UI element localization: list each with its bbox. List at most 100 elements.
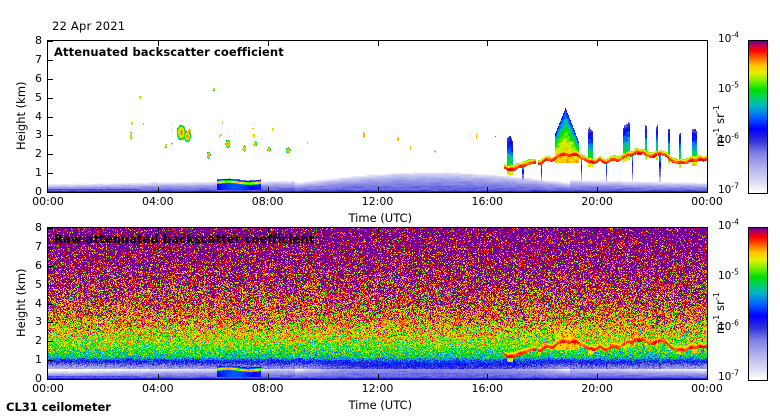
y-tick-mark [48, 303, 53, 305]
x-tick-label: 08:00 [251, 382, 284, 395]
panel2-axes-frame [47, 227, 708, 380]
date-label: 22 Apr 2021 [52, 19, 126, 33]
x-tick-label: 12:00 [361, 195, 394, 208]
colorbar-tick-label: 10-7 [718, 181, 739, 196]
x-tick-label: 20:00 [581, 382, 613, 395]
y-tick-mark [48, 360, 53, 362]
y-tick-label: 6 [35, 71, 42, 85]
y-tick-mark [48, 154, 53, 156]
colorbar-tick-label: 10-6 [718, 318, 739, 333]
panel1-colorbar [749, 41, 767, 193]
panel2-title: Raw attenuated backscatter coefficient [54, 232, 315, 246]
panel-raw-attenuated-backscatter [48, 228, 707, 379]
y-tick-mark [48, 228, 53, 229]
y-tick-label: 2 [35, 334, 42, 348]
colorbar-tick-label: 10-5 [718, 267, 739, 283]
y-tick-label: 0 [35, 372, 42, 385]
x-tick-mark-top [267, 228, 269, 233]
y-tick-label: 8 [35, 221, 42, 234]
x-tick-mark [157, 374, 159, 379]
x-tick-mark-top [377, 228, 379, 233]
attenuated-backscatter-heatmap [48, 41, 707, 192]
y-tick-label: 3 [35, 128, 42, 142]
y-tick-mark [48, 116, 53, 118]
x-tick-mark-top [597, 41, 599, 46]
y-tick-label: 4 [35, 109, 42, 123]
y-tick-mark [48, 192, 53, 193]
y-tick-label: 0 [35, 185, 42, 198]
colorbar-tick-label: 10-6 [718, 131, 739, 146]
x-tick-label: 00:00 [32, 382, 64, 395]
y-tick-label: 5 [35, 90, 42, 104]
y-tick-label: 5 [35, 277, 42, 291]
y-tick-mark [48, 59, 53, 61]
y-tick-label: 3 [35, 315, 42, 329]
x-tick-mark-top [157, 228, 159, 233]
x-tick-mark-top [377, 41, 379, 46]
y-tick-label: 7 [35, 52, 42, 66]
panel2-colorbar-label: m-1 sr-1 [711, 291, 727, 334]
x-tick-mark [597, 187, 599, 192]
panel1-axes-frame [47, 40, 708, 193]
y-tick-label: 1 [35, 353, 42, 367]
y-tick-mark [48, 341, 53, 343]
y-tick-mark [48, 173, 53, 175]
panel2-x-axis-label: Time (UTC) [348, 398, 413, 412]
y-tick-mark [48, 246, 53, 248]
x-tick-mark-top [487, 228, 489, 233]
y-tick-label: 6 [35, 258, 42, 272]
y-tick-mark [48, 97, 53, 99]
x-tick-mark [157, 187, 159, 192]
colorbar-tick-label: 10-4 [718, 217, 739, 232]
y-tick-label: 8 [35, 34, 42, 47]
y-tick-label: 4 [35, 296, 42, 310]
panel1-title: Attenuated backscatter coefficient [54, 45, 284, 59]
x-tick-label: 00:00 [691, 382, 723, 395]
colorbar-tick-label: 10-7 [718, 368, 739, 383]
y-tick-label: 2 [35, 147, 42, 161]
x-tick-mark [267, 187, 269, 192]
y-tick-mark [48, 135, 53, 137]
raw-attenuated-backscatter-heatmap [48, 228, 707, 379]
x-tick-mark [487, 187, 489, 192]
x-tick-label: 16:00 [471, 195, 504, 208]
y-tick-mark [48, 284, 53, 286]
y-tick-label: 7 [35, 239, 42, 253]
x-tick-label: 20:00 [581, 195, 613, 208]
x-tick-mark [377, 187, 379, 192]
y-tick-mark [48, 265, 53, 267]
x-tick-mark [267, 374, 269, 379]
x-tick-label: 04:00 [141, 195, 174, 208]
x-tick-label: 00:00 [691, 195, 723, 208]
x-tick-mark-top [487, 41, 489, 46]
x-tick-mark [377, 374, 379, 379]
panel2-colorbar-frame [748, 227, 768, 381]
x-tick-mark-top [597, 228, 599, 233]
panel1-colorbar-frame [748, 40, 768, 194]
panel-attenuated-backscatter [48, 41, 707, 192]
y-tick-mark [48, 78, 53, 80]
y-tick-mark [48, 41, 53, 42]
x-tick-mark [597, 374, 599, 379]
x-tick-mark [487, 374, 489, 379]
x-tick-label: 12:00 [361, 382, 394, 395]
x-tick-label: 04:00 [141, 382, 174, 395]
panel2-colorbar [749, 228, 767, 380]
x-tick-mark-top [267, 41, 269, 46]
x-tick-label: 00:00 [32, 195, 64, 208]
colorbar-tick-label: 10-5 [718, 80, 739, 96]
x-tick-label: 16:00 [471, 382, 504, 395]
panel1-x-axis-label: Time (UTC) [348, 211, 413, 225]
x-tick-mark-top [157, 41, 159, 46]
y-tick-mark [48, 322, 53, 324]
y-tick-mark [48, 379, 53, 380]
colorbar-tick-label: 10-4 [718, 30, 739, 45]
y-tick-label: 1 [35, 166, 42, 180]
